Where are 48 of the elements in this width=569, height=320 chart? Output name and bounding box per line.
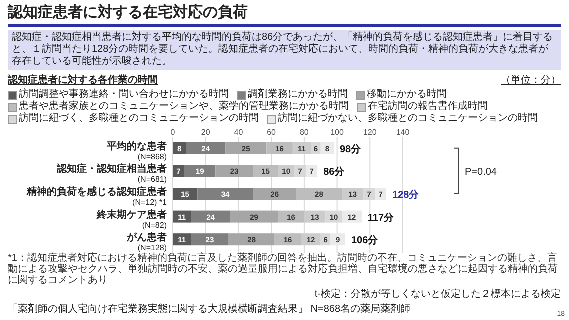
x-tick-label: 20 [201, 128, 211, 137]
bar [228, 234, 275, 246]
legend-label: 訪問に紐づく、多職種とのコミュニケーションの時間 [19, 113, 259, 125]
bar [184, 165, 216, 178]
bar [375, 188, 387, 200]
bar [216, 165, 254, 178]
annotation: *1：認知症患者対応における精神的負荷に言及した薬剤師の回答を抽出。訪問時の不在、コミュニケーションの難しさ、言動による攻撃やセクハラ、単独訪問時の不安、薬の過量服用による対応負担増、自宅環境の悪さなどに起因する精神的負荷に関するコメントあり [8, 253, 559, 286]
text: 「薬剤師の個人宅向け在宅業務実態に関する大規模横断調査結果」 N=868名の薬局薬剤師 [8, 304, 411, 315]
bar [191, 234, 229, 246]
total-label: 86分 [324, 166, 346, 178]
bar [266, 142, 293, 154]
bar [226, 142, 267, 154]
legend-label: 患者や患者家族とのコミュニケーションや、薬学的管理業務にかかる時間 [19, 101, 349, 112]
x-tick-label: 140 [396, 128, 410, 137]
x-tick-label: 0 [170, 128, 176, 137]
total-label: 106分 [352, 234, 380, 247]
x-tick-label: 100 [330, 128, 345, 137]
x-tick-label: 80 [300, 128, 310, 137]
legend-label: 移動にかかる時間 [367, 89, 447, 100]
y-tick-label: 終末期ケア患者 (N=82) [96, 208, 168, 230]
legend-label: 訪問調整や事務連絡・問い合わせにかかる時間 [19, 89, 229, 100]
y-tick-label: 精神的負荷を感じる認知症患者 (N=12) *1 [26, 186, 168, 207]
x-tick-label: 40 [234, 128, 244, 137]
y-tick-label: 平均的な患者 (N=868) [106, 140, 168, 162]
bar [173, 165, 184, 178]
bar [198, 188, 254, 200]
chart-title: 認知症患者に対する在宅対応の負荷 [8, 3, 561, 27]
bar [278, 210, 304, 223]
x-tick-label: 120 [363, 128, 378, 137]
y-tick-label: がん患者 (N=128) [126, 232, 168, 253]
bar [306, 165, 318, 178]
bar [230, 210, 278, 223]
total-label: 128分 [392, 189, 420, 201]
total-label: 117分 [368, 212, 396, 224]
chart-subtitle: 認知症・認知症相当患者に対する平均的な時間的負荷は86分であったが、「精神的負荷を感じる認知症患者」に着目すると、１訪問当たり128分の時間を要していた。認知症患者の在宅対応において、時間的負荷・精神的負荷が大きな患者が存在している可能性が示唆された。 [8, 30, 561, 70]
bar [186, 142, 226, 154]
legend-label: 調剤業務にかかる時間 [248, 89, 348, 100]
text: t-検定：分散が等しくないと仮定した２標本による検定 [314, 288, 561, 301]
bar [254, 188, 296, 200]
bar [296, 188, 342, 200]
text: P=0.04 [465, 167, 498, 178]
legend-label: 訪問に紐づかない、多職種とのコミュニケーションの時間 [278, 113, 538, 125]
legend-label: 在宅訪問の報告書作成時間 [368, 101, 488, 112]
total-label: 98分 [340, 143, 362, 156]
bar [191, 210, 230, 223]
bar [330, 234, 346, 246]
x-tick-label: 60 [267, 128, 277, 137]
y-tick-label: 認知症・認知症相当患者 (N=681) [56, 163, 168, 184]
